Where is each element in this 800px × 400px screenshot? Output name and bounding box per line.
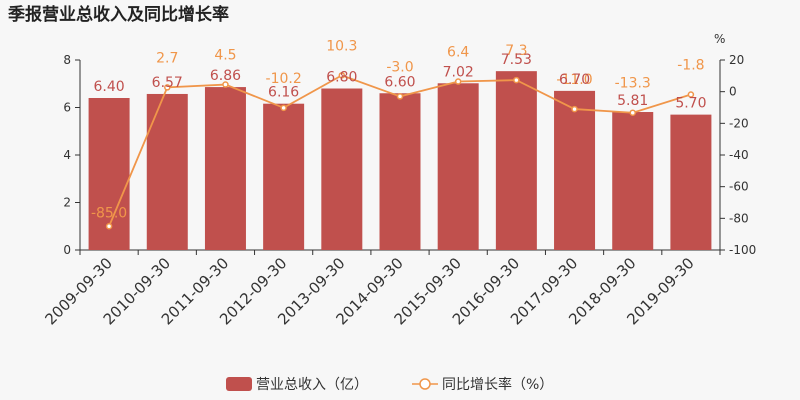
left-tick-label: 4 <box>63 148 71 162</box>
data-labels: -85.0 2.7 4.5 -10.2 10.3 -3.0 6.4 7.3 -11.0 -13.3… <box>91 38 707 221</box>
growth-data-label: -3.0 <box>386 59 413 75</box>
legend-swatch-growth-marker[interactable] <box>419 378 431 390</box>
growth-point <box>571 105 578 113</box>
bar-series <box>88 71 712 251</box>
growth-point <box>454 78 462 85</box>
growth-data-label: 2.7 <box>156 50 178 66</box>
revenue-data-label: 6.60 <box>384 74 415 90</box>
right-tick-label: 0 <box>729 85 737 99</box>
revenue-data-label: 6.70 <box>559 72 590 88</box>
growth-point <box>338 72 346 79</box>
legend-swatch-revenue[interactable] <box>226 377 252 391</box>
revenue-bar <box>437 83 479 251</box>
revenue-data-label: 6.80 <box>326 70 357 86</box>
growth-data-label: -10.2 <box>266 71 302 87</box>
growth-point <box>513 76 520 84</box>
revenue-bar <box>146 93 188 251</box>
legend-label-revenue[interactable]: 营业总收入（亿） <box>256 377 368 393</box>
growth-data-label: -13.3 <box>615 76 651 92</box>
growth-data-label: -11.0 <box>556 72 592 88</box>
revenue-bar <box>612 112 654 250</box>
chart-title: 季报营业总收入及同比增长率 <box>8 4 229 25</box>
revenue-data-label: 7.53 <box>501 52 532 68</box>
growth-point <box>164 84 171 91</box>
left-tick-label: 6 <box>63 101 71 115</box>
revenue-data-label: 6.40 <box>94 79 125 95</box>
left-tick-label: 0 <box>63 243 71 257</box>
growth-point <box>222 81 229 88</box>
growth-data-label: 7.3 <box>505 43 527 59</box>
left-tick-label: 8 <box>63 53 71 67</box>
right-tick-label: -40 <box>729 148 749 162</box>
revenue-data-label: 5.70 <box>675 96 706 112</box>
revenue-bar <box>495 71 537 250</box>
growth-point <box>687 91 695 98</box>
left-tick-label: 2 <box>63 196 71 210</box>
revenue-bar <box>554 90 596 250</box>
revenue-bar <box>379 93 421 250</box>
growth-data-label: 6.4 <box>447 45 469 61</box>
growth-point <box>280 104 287 112</box>
growth-point <box>396 93 404 100</box>
growth-point <box>105 223 113 230</box>
revenue-data-label: 6.57 <box>152 75 183 91</box>
revenue-data-label: 5.81 <box>617 93 648 109</box>
revenue-bar <box>321 88 363 250</box>
growth-data-label: 10.3 <box>326 38 357 54</box>
growth-data-label: -1.8 <box>677 58 704 74</box>
revenue-data-label: 7.02 <box>443 64 474 80</box>
revenue-data-label: 6.16 <box>268 85 299 101</box>
right-tick-label: 20 <box>729 53 744 67</box>
line-series <box>105 72 695 230</box>
growth-data-label: 4.5 <box>214 48 236 64</box>
growth-point <box>629 109 636 116</box>
right-tick-label: -60 <box>729 180 749 194</box>
growth-data-label: -85.0 <box>91 205 127 221</box>
right-tick-label: -80 <box>729 211 749 225</box>
revenue-bar <box>263 103 305 250</box>
right-axis-unit: % <box>714 32 725 46</box>
revenue-bar <box>670 114 712 250</box>
legend: 营业总收入（亿） 同比增长率（%） <box>226 376 553 393</box>
revenue-bar <box>204 87 246 250</box>
legend-label-growth[interactable]: 同比增长率（%） <box>442 376 553 393</box>
revenue-data-label: 6.86 <box>210 68 241 84</box>
right-tick-label: -100 <box>729 243 756 257</box>
right-tick-label: -20 <box>729 116 749 130</box>
